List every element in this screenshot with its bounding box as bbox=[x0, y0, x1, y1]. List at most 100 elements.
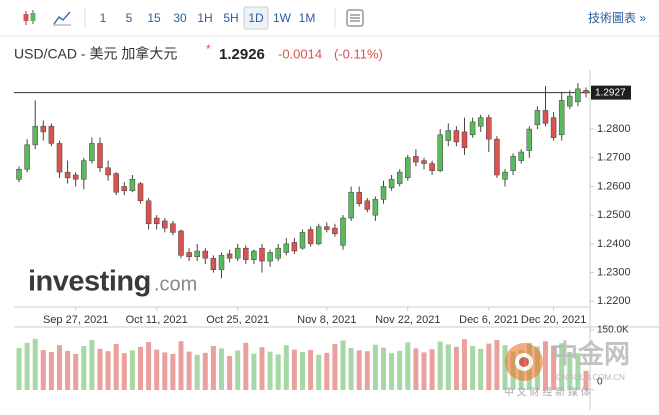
candle-body bbox=[121, 186, 128, 192]
candle-body bbox=[226, 253, 233, 259]
candle-body bbox=[364, 200, 371, 210]
volume-bar bbox=[486, 343, 492, 390]
candle-body bbox=[186, 252, 192, 258]
chart-type-line[interactable] bbox=[53, 11, 71, 26]
candle-body bbox=[348, 191, 354, 219]
volume-bar bbox=[462, 339, 467, 390]
volume-bar bbox=[291, 349, 297, 390]
volume-bar bbox=[283, 345, 289, 390]
volume-bar bbox=[170, 354, 176, 390]
change-percent: (-0.11%) bbox=[334, 46, 383, 61]
candle-body bbox=[137, 183, 144, 202]
volume-bar bbox=[340, 340, 346, 390]
logo bbox=[505, 343, 543, 381]
price: 1.2926 bbox=[219, 46, 265, 63]
candle-body bbox=[486, 117, 492, 140]
last-price-label: 1.2927 bbox=[595, 87, 626, 98]
volume-bar bbox=[470, 346, 476, 390]
volume-bar bbox=[397, 350, 403, 390]
candle-body bbox=[234, 247, 241, 259]
star-icon[interactable]: * bbox=[206, 42, 211, 56]
candle-body bbox=[105, 167, 111, 176]
volume-bar bbox=[24, 342, 30, 390]
volume-bar bbox=[324, 352, 330, 390]
volume-bar bbox=[413, 348, 419, 390]
interval-button[interactable]: 5 bbox=[126, 11, 133, 25]
candle-body bbox=[469, 121, 476, 136]
volume-bar bbox=[478, 348, 484, 390]
volume-bar bbox=[16, 348, 22, 390]
volume-bar bbox=[389, 353, 395, 390]
candle-body bbox=[283, 243, 290, 253]
volume-bar bbox=[300, 352, 305, 390]
interval-button[interactable]: 1W bbox=[273, 11, 292, 25]
candle-body bbox=[153, 217, 160, 225]
technical-chart-link[interactable]: 技術圖表 » bbox=[588, 11, 646, 25]
volume-bar bbox=[559, 343, 565, 390]
interval-button[interactable]: 1H bbox=[197, 11, 212, 25]
interval-button[interactable]: 30 bbox=[173, 11, 187, 25]
x-tick-label: Oct 25, 2021 bbox=[206, 314, 269, 326]
y-tick-label: 1.2400 bbox=[597, 238, 631, 250]
interval-button[interactable]: 1 bbox=[100, 11, 107, 25]
volume-bar bbox=[219, 348, 224, 390]
candle-body bbox=[445, 130, 452, 141]
volume-bar bbox=[583, 370, 589, 390]
volume-bar bbox=[445, 344, 451, 390]
candle-body bbox=[575, 88, 581, 103]
candle-body bbox=[113, 173, 119, 193]
candle-body bbox=[97, 143, 103, 169]
volume-bar bbox=[210, 346, 216, 390]
candle-body bbox=[129, 179, 136, 192]
y-tick-label: 1.2600 bbox=[597, 180, 631, 192]
last-price-box bbox=[591, 85, 631, 100]
x-tick-label: Dec 6, 2021 bbox=[459, 314, 518, 326]
volume-tick-label: 0 bbox=[597, 377, 603, 388]
chart-type-candle[interactable] bbox=[23, 10, 36, 25]
volume-bar bbox=[146, 342, 152, 390]
volume-bar bbox=[105, 351, 111, 390]
candle-body bbox=[526, 128, 533, 151]
interval-button[interactable]: 15 bbox=[147, 11, 161, 25]
candle-body bbox=[89, 143, 95, 161]
volume-bar bbox=[129, 350, 135, 390]
volume-bar bbox=[543, 341, 548, 390]
volume-bar bbox=[57, 345, 62, 390]
volume-bar bbox=[259, 347, 265, 390]
volume-bar bbox=[32, 338, 38, 390]
interval-selected bbox=[243, 6, 269, 30]
candle-body bbox=[380, 186, 387, 200]
volume-bar bbox=[348, 348, 354, 390]
candle-body bbox=[534, 110, 541, 126]
interval-button[interactable]: 1M bbox=[299, 11, 316, 25]
candle-body bbox=[542, 110, 549, 124]
volume-bar bbox=[502, 345, 508, 390]
candle-body bbox=[145, 200, 152, 225]
candle-body bbox=[413, 156, 419, 163]
volume-bar bbox=[356, 350, 362, 390]
candle-body bbox=[405, 157, 411, 179]
candle-body bbox=[40, 125, 47, 133]
volume-bar bbox=[429, 349, 435, 390]
interval-button[interactable]: 1D bbox=[248, 11, 264, 25]
candle-body bbox=[453, 130, 460, 143]
interval-button[interactable]: 5H bbox=[223, 11, 238, 25]
candle-body bbox=[461, 131, 468, 148]
candle-body bbox=[421, 160, 427, 164]
settings-icon[interactable] bbox=[346, 9, 364, 27]
volume-bar bbox=[186, 351, 192, 390]
volume-bar bbox=[65, 350, 71, 390]
candle-body bbox=[372, 199, 379, 216]
candle-body bbox=[324, 226, 330, 230]
x-tick-label: Nov 22, 2021 bbox=[375, 314, 440, 326]
volume-bar bbox=[121, 353, 127, 390]
volume-bar bbox=[113, 344, 119, 390]
volume-bar bbox=[437, 341, 443, 390]
x-tick-label: Sep 27, 2021 bbox=[43, 314, 108, 326]
candle-body bbox=[178, 230, 184, 256]
y-tick-label: 1.2700 bbox=[597, 152, 631, 164]
volume-tick-label: 150.0K bbox=[597, 325, 629, 336]
candle-body bbox=[48, 125, 55, 144]
candle-body bbox=[494, 138, 500, 176]
